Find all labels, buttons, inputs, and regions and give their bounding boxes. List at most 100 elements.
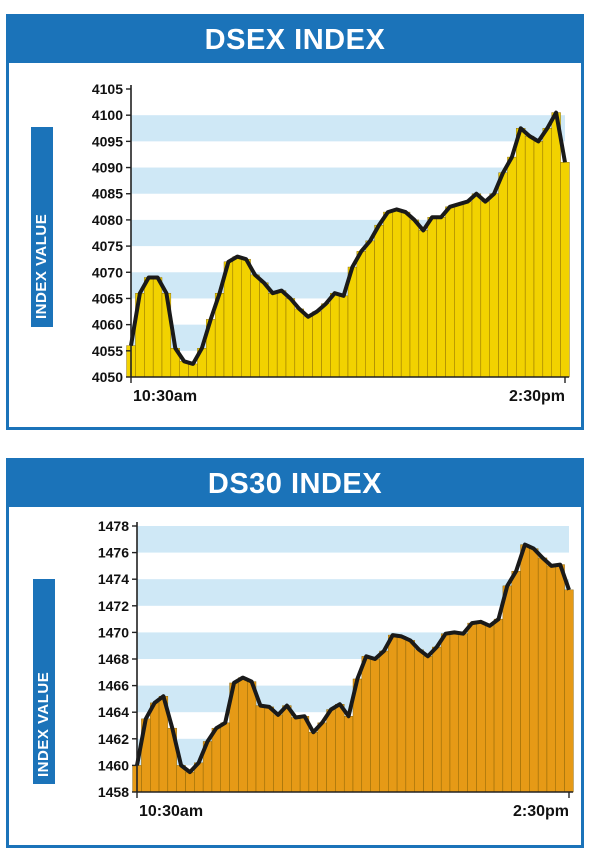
- series-line: [135, 542, 571, 775]
- y-tick-label: 1470: [98, 624, 129, 640]
- data-bar: [458, 633, 468, 793]
- chart-title: DSEX INDEX: [9, 17, 581, 63]
- data-bar: [405, 640, 415, 793]
- data-bar: [211, 727, 221, 793]
- data-bar: [294, 308, 304, 378]
- y-tick-label: 1468: [98, 651, 129, 667]
- data-bar: [232, 256, 242, 378]
- data-bar: [365, 240, 375, 378]
- data-bar: [400, 211, 411, 378]
- y-tick-label: 4060: [92, 317, 123, 333]
- y-tick-label: 4065: [92, 290, 123, 306]
- data-bar: [511, 571, 521, 793]
- ds30-chart: 1458 1460 1462 1464 1466 1468 1470 1472 1474 1476…: [98, 518, 574, 820]
- data-bar: [361, 656, 371, 793]
- y-tick-label: 4075: [92, 238, 123, 254]
- y-tick-label: 4050: [92, 369, 123, 385]
- data-bar: [551, 112, 561, 378]
- data-bar: [150, 702, 160, 793]
- data-bar: [423, 656, 433, 793]
- data-bar: [330, 293, 340, 378]
- data-bar: [427, 217, 437, 378]
- data-bar: [537, 557, 548, 793]
- data-bar: [555, 564, 565, 793]
- data-bar: [493, 618, 504, 793]
- data-bar: [152, 277, 163, 378]
- y-tick-label: 4105: [92, 81, 123, 97]
- data-bar: [409, 219, 420, 378]
- data-bar: [291, 717, 301, 793]
- ds30-panel: DS30 INDEX INDEX VALUE 1458 1460 1462 1464 1…: [6, 458, 584, 848]
- data-bar: [335, 704, 345, 793]
- data-bar: [185, 771, 195, 793]
- data-bar: [485, 625, 495, 793]
- data-bar: [449, 632, 459, 793]
- data-bar: [392, 209, 402, 378]
- y-tick-label: 4080: [92, 212, 123, 228]
- y-tick-label: 1458: [98, 784, 129, 800]
- data-bar: [489, 193, 499, 378]
- data-bar: [502, 585, 512, 793]
- data-bar: [374, 224, 384, 378]
- y-tick-label: 4085: [92, 186, 123, 202]
- data-bar: [529, 548, 539, 793]
- y-tick-label: 1472: [98, 598, 129, 614]
- data-bar: [471, 193, 482, 378]
- data-bar: [303, 316, 313, 378]
- data-bar: [285, 298, 296, 378]
- y-axis-label-box: INDEX VALUE: [31, 127, 53, 327]
- data-bar: [388, 634, 398, 793]
- data-bar: [546, 565, 556, 793]
- y-axis-label-box: INDEX VALUE: [33, 579, 55, 784]
- data-bar: [247, 681, 257, 793]
- series-line: [129, 110, 567, 366]
- data-bar: [220, 722, 230, 793]
- data-bar: [516, 128, 526, 378]
- data-bar: [312, 311, 322, 378]
- data-bar: [268, 293, 278, 378]
- grid-band: [131, 115, 565, 142]
- data-bar: [440, 633, 451, 793]
- data-bar: [343, 715, 354, 793]
- data-bar: [379, 650, 389, 793]
- data-bar: [238, 677, 248, 793]
- data-bar: [418, 230, 428, 378]
- data-bar: [144, 277, 154, 378]
- data-bar: [524, 135, 535, 378]
- y-tick-label: 1478: [98, 518, 129, 534]
- grid-band: [137, 579, 569, 606]
- data-bar: [321, 303, 331, 378]
- data-bar: [326, 709, 336, 793]
- data-bar: [383, 211, 393, 378]
- data-bar: [273, 714, 283, 793]
- x-tick-label: 10:30am: [133, 388, 197, 405]
- y-tick-label: 4100: [92, 107, 123, 123]
- data-bar: [436, 217, 446, 378]
- data-bar: [476, 621, 486, 793]
- y-tick-label: 4055: [92, 343, 123, 359]
- y-tick-label: 1460: [98, 757, 129, 773]
- chart-title: DS30 INDEX: [9, 461, 581, 507]
- data-bar: [533, 141, 544, 378]
- data-bar: [259, 282, 269, 378]
- y-tick-label: 1476: [98, 545, 129, 561]
- x-tick-label: 2:30pm: [509, 388, 565, 405]
- dsex-chart: 4050 4055 4060 4065 4070 4075 4080 4085 4090 4095…: [92, 81, 570, 405]
- data-bar: [454, 203, 464, 378]
- y-tick-label: 1464: [98, 704, 129, 720]
- data-bar: [241, 258, 251, 378]
- y-tick-label: 4090: [92, 160, 123, 176]
- data-bar: [414, 649, 424, 793]
- y-tick-label: 1466: [98, 678, 129, 694]
- data-bar: [560, 162, 570, 378]
- x-tick-label: 2:30pm: [513, 803, 569, 820]
- data-bar: [564, 589, 574, 793]
- data-bar: [520, 544, 530, 793]
- data-bar: [264, 706, 274, 793]
- data-bar: [356, 251, 366, 378]
- data-bar: [507, 156, 517, 378]
- data-bar: [462, 201, 473, 378]
- data-bar: [308, 731, 318, 793]
- y-tick-label: 4070: [92, 264, 123, 280]
- grid-band: [137, 526, 569, 553]
